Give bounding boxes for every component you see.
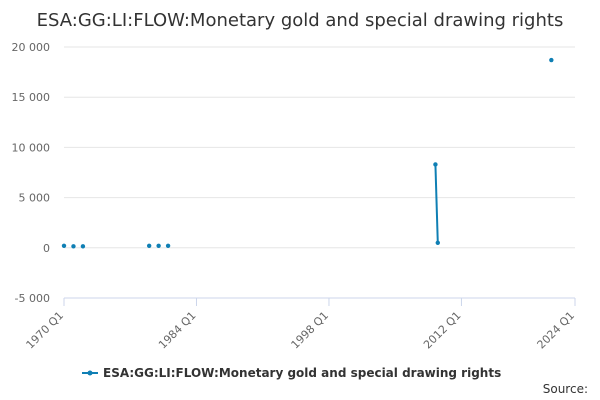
data-point[interactable]	[146, 243, 152, 248]
data-point[interactable]	[435, 240, 440, 245]
y-tick-label: 0	[43, 242, 50, 255]
series-0	[61, 57, 554, 249]
x-tick-label: 1970 Q1	[24, 309, 67, 352]
x-tick-label: 1998 Q1	[289, 309, 332, 352]
y-tick-label: 15 000	[12, 91, 51, 104]
x-tick-label: 2024 Q1	[535, 309, 578, 352]
data-point[interactable]	[165, 243, 171, 248]
y-axis-ticks: -5 000 0 5 000 10 000 15 000 20 000	[12, 41, 51, 305]
y-tick-label: -5 000	[15, 292, 50, 305]
data-point[interactable]	[71, 244, 76, 249]
legend[interactable]: ESA:GG:LI:FLOW:Monetary gold and special…	[82, 366, 501, 380]
series-line-segment	[434, 164, 439, 243]
y-tick-label: 10 000	[12, 141, 51, 154]
legend-marker-icon	[87, 370, 93, 376]
grid	[64, 46, 575, 299]
x-axis: 1970 Q1 1984 Q1 1998 Q1 2012 Q1 2024 Q1	[24, 297, 578, 352]
chart-title: ESA:GG:LI:FLOW:Monetary gold and special…	[37, 10, 564, 31]
source-label: Source:	[543, 382, 588, 396]
x-tick-label: 1984 Q1	[156, 309, 199, 352]
data-point[interactable]	[61, 243, 67, 248]
y-tick-label: 5 000	[19, 192, 51, 205]
data-point[interactable]	[80, 244, 86, 249]
x-tick-label: 2012 Q1	[421, 309, 464, 352]
legend-label: ESA:GG:LI:FLOW:Monetary gold and special…	[103, 366, 501, 380]
series	[61, 57, 554, 249]
data-point[interactable]	[549, 57, 554, 63]
data-point[interactable]	[156, 243, 161, 248]
data-point[interactable]	[433, 162, 438, 167]
y-tick-label: 20 000	[12, 41, 51, 54]
